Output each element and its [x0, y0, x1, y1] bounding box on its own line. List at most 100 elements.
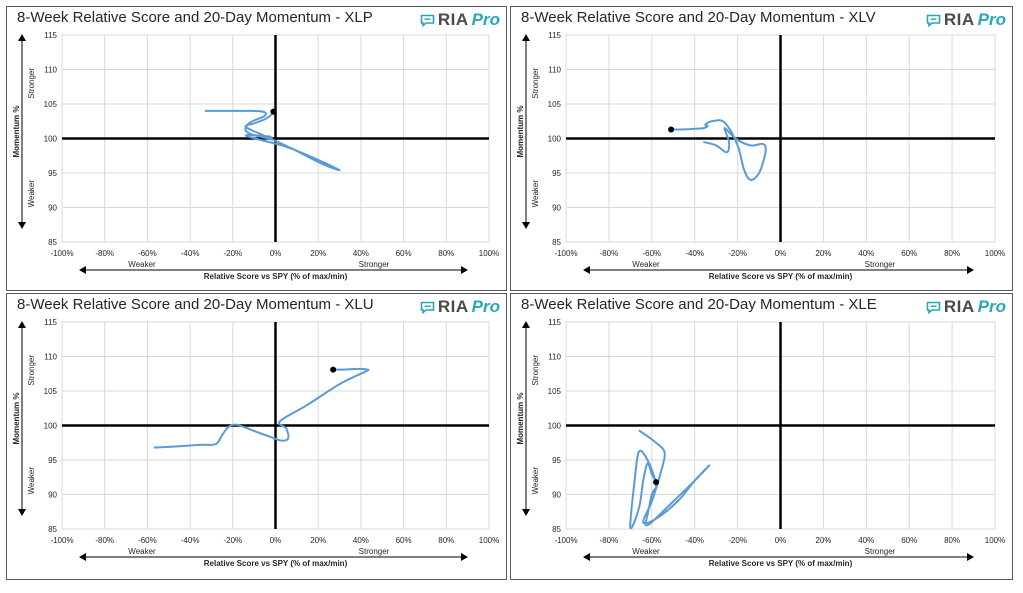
x-tick-label: 0% [775, 249, 787, 258]
y-tick-label: 115 [548, 31, 561, 40]
y-tick-label: 90 [48, 204, 57, 213]
x-tick-label: 80% [944, 249, 960, 258]
y-axis-title: Momentum % [516, 106, 525, 158]
x-axis-title: Relative Score vs SPY (% of max/min) [709, 272, 853, 281]
y-weaker-label: Weaker [531, 180, 540, 208]
x-tick-label: 60% [396, 249, 412, 258]
x-stronger-label: Stronger [865, 260, 896, 269]
y-tick-label: 90 [48, 491, 57, 500]
series-endpoint-dot [668, 126, 675, 133]
y-tick-label: 105 [548, 387, 562, 396]
chat-bubble-icon [926, 301, 941, 314]
y-weaker-label: Weaker [531, 467, 540, 495]
y-tick-label: 105 [44, 100, 58, 109]
series-endpoint-dot [270, 108, 277, 115]
x-tick-label: 0% [270, 536, 282, 545]
x-stronger-label: Stronger [359, 260, 390, 269]
chart-title: 8-Week Relative Score and 20-Day Momentu… [521, 9, 876, 26]
x-tick-label: 60% [901, 536, 917, 545]
y-tick-label: 115 [44, 318, 57, 327]
x-stronger-label: Stronger [359, 547, 390, 556]
y-tick-label: 90 [552, 204, 561, 213]
series-line [153, 367, 370, 449]
y-tick-label: 110 [548, 353, 561, 362]
x-tick-label: 0% [270, 249, 282, 258]
y-tick-label: 105 [44, 387, 58, 396]
chart-title: 8-Week Relative Score and 20-Day Momentu… [17, 296, 374, 313]
series-endpoint-dot [330, 366, 337, 373]
x-tick-label: -20% [223, 249, 242, 258]
logo-pro-text: Pro [471, 297, 500, 316]
y-stronger-label: Stronger [531, 68, 540, 99]
ria-pro-logo: RIA Pro [926, 9, 1006, 31]
x-tick-label: 100% [479, 536, 499, 545]
x-weaker-label: Weaker [632, 547, 660, 556]
logo-ria-text: RIA [943, 10, 975, 29]
chat-bubble-icon [420, 14, 435, 27]
chat-bubble-icon [926, 14, 941, 27]
x-tick-label: -40% [685, 249, 704, 258]
x-tick-label: 40% [353, 536, 369, 545]
ria-pro-logo: RIA Pro [420, 9, 500, 31]
y-tick-label: 100 [44, 422, 58, 431]
y-stronger-label: Stronger [27, 68, 36, 99]
y-axis-title: Momentum % [516, 393, 525, 445]
x-tick-label: -100% [554, 249, 577, 258]
x-tick-label: 0% [775, 536, 787, 545]
scatter-chart: -100% -80% -60% -40% -20% 0% 20% 40% 60% 80% 100% 8… [12, 318, 499, 568]
ria-pro-logo: RIA Pro [420, 296, 500, 318]
x-tick-label: 100% [479, 249, 499, 258]
x-axis-title: Relative Score vs SPY (% of max/min) [204, 272, 348, 281]
series-line [629, 429, 711, 530]
x-tick-label: -80% [95, 536, 114, 545]
scatter-chart: -100% -80% -60% -40% -20% 0% 20% 40% 60% 80% 100% 8… [516, 31, 1005, 281]
y-tick-label: 95 [48, 456, 57, 465]
x-tick-label: -80% [600, 249, 619, 258]
y-tick-label: 90 [552, 491, 561, 500]
x-weaker-label: Weaker [632, 260, 660, 269]
chart-title: 8-Week Relative Score and 20-Day Momentu… [17, 9, 373, 26]
chart-panel-xle: 8-Week Relative Score and 20-Day Momentu… [510, 293, 1013, 580]
logo-pro-text: Pro [977, 297, 1006, 316]
x-tick-label: 40% [858, 249, 874, 258]
y-tick-label: 85 [48, 238, 57, 247]
y-tick-label: 95 [552, 456, 561, 465]
ria-pro-logo: RIA Pro [926, 296, 1006, 318]
x-tick-label: 40% [858, 536, 874, 545]
x-tick-label: -60% [138, 536, 157, 545]
scatter-chart: -100% -80% -60% -40% -20% 0% 20% 40% 60% 80% 100% 8… [12, 31, 499, 281]
series-endpoint-dot [653, 479, 660, 486]
y-tick-label: 100 [44, 135, 58, 144]
y-tick-label: 110 [44, 66, 57, 75]
series-line [671, 119, 767, 181]
y-tick-label: 85 [552, 238, 561, 247]
x-tick-label: 80% [438, 249, 454, 258]
x-tick-label: -40% [685, 536, 704, 545]
x-tick-label: -100% [554, 536, 577, 545]
y-axis-title: Momentum % [12, 106, 21, 158]
x-tick-label: -20% [223, 536, 242, 545]
x-tick-label: -100% [50, 249, 73, 258]
y-tick-label: 110 [44, 353, 57, 362]
x-tick-label: 20% [310, 249, 326, 258]
y-tick-label: 85 [552, 525, 561, 534]
chart-panel-xlu: 8-Week Relative Score and 20-Day Momentu… [6, 293, 507, 580]
y-tick-label: 115 [548, 318, 561, 327]
y-axis-title: Momentum % [12, 393, 21, 445]
x-axis-title: Relative Score vs SPY (% of max/min) [204, 559, 348, 568]
x-tick-label: 60% [396, 536, 412, 545]
x-tick-label: 20% [815, 536, 831, 545]
scatter-chart: -100% -80% -60% -40% -20% 0% 20% 40% 60% 80% 100% 8… [516, 318, 1005, 568]
chart-panel-xlv: 8-Week Relative Score and 20-Day Momentu… [510, 6, 1013, 291]
x-tick-label: -40% [181, 249, 200, 258]
x-tick-label: -20% [728, 249, 747, 258]
chart-title: 8-Week Relative Score and 20-Day Momentu… [521, 296, 877, 313]
x-tick-label: -20% [728, 536, 747, 545]
x-tick-label: 60% [901, 249, 917, 258]
logo-pro-text: Pro [977, 10, 1006, 29]
y-stronger-label: Stronger [531, 355, 540, 386]
x-tick-label: -60% [138, 249, 157, 258]
y-tick-label: 100 [548, 422, 562, 431]
y-tick-label: 95 [552, 169, 561, 178]
x-tick-label: 20% [815, 249, 831, 258]
